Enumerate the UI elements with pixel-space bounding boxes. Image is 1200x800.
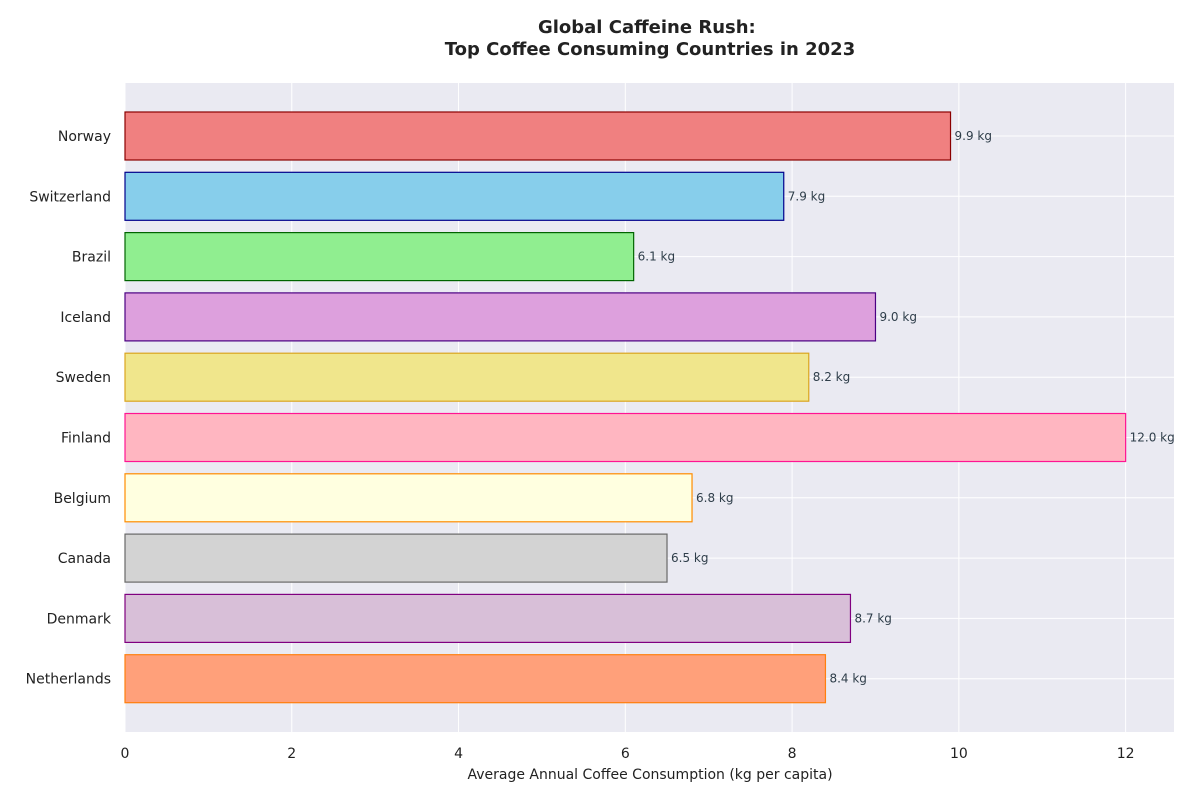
y-tick-label: Canada bbox=[58, 551, 111, 567]
bar-iceland bbox=[124, 292, 877, 342]
data-labels: 9.9 kg 7.9 kg 6.1 kg 9.0 kg 8.2 kg 12.0 kg 6.8… bbox=[638, 129, 1175, 686]
y-tick-label: Switzerland bbox=[29, 189, 111, 205]
y-tick-label: Denmark bbox=[47, 611, 112, 627]
data-label: 12.0 kg bbox=[1130, 431, 1175, 445]
x-tick-label: 4 bbox=[454, 746, 463, 762]
bar-norway bbox=[124, 111, 952, 161]
y-tick-label: Sweden bbox=[56, 370, 111, 386]
x-tick-label: 6 bbox=[621, 746, 630, 762]
data-label: 7.9 kg bbox=[788, 189, 825, 203]
y-axis-ticks: Norway Switzerland Brazil Iceland Sweden Finl… bbox=[26, 129, 112, 688]
bar-belgium bbox=[124, 473, 693, 523]
data-label: 6.1 kg bbox=[638, 250, 675, 264]
x-axis-ticks: 0 2 4 6 8 10 12 bbox=[121, 746, 1135, 762]
x-tick-label: 2 bbox=[287, 746, 296, 762]
y-tick-label: Iceland bbox=[60, 310, 111, 326]
y-tick-label: Finland bbox=[61, 431, 111, 447]
bar-finland bbox=[124, 412, 1127, 463]
data-label: 8.2 kg bbox=[813, 370, 850, 384]
x-tick-label: 12 bbox=[1117, 746, 1135, 762]
bars bbox=[124, 111, 1127, 704]
data-label: 8.4 kg bbox=[829, 672, 866, 686]
y-tick-label: Netherlands bbox=[26, 672, 111, 688]
data-label: 6.8 kg bbox=[696, 491, 733, 505]
x-tick-label: 0 bbox=[121, 746, 130, 762]
chart-title: Global Caffeine Rush: Top Coffee Consumi… bbox=[445, 17, 855, 60]
data-label: 6.5 kg bbox=[671, 551, 708, 565]
y-tick-label: Brazil bbox=[72, 250, 111, 266]
chart-title-line-1: Global Caffeine Rush: bbox=[538, 17, 756, 38]
bar-netherlands bbox=[124, 654, 827, 704]
data-label: 9.9 kg bbox=[955, 129, 992, 143]
bar-sweden bbox=[124, 352, 810, 402]
bar-switzerland bbox=[124, 171, 785, 221]
bar-brazil bbox=[124, 232, 635, 282]
bar-denmark bbox=[124, 593, 852, 644]
data-label: 8.7 kg bbox=[854, 611, 891, 625]
y-tick-label: Belgium bbox=[54, 491, 111, 507]
x-tick-label: 8 bbox=[788, 746, 797, 762]
y-tick-label: Norway bbox=[58, 129, 111, 145]
chart-title-line-2: Top Coffee Consuming Countries in 2023 bbox=[445, 39, 855, 60]
data-label: 9.0 kg bbox=[879, 310, 916, 324]
bar-canada bbox=[124, 533, 668, 583]
x-tick-label: 10 bbox=[950, 746, 968, 762]
x-axis-label: Average Annual Coffee Consumption (kg pe… bbox=[467, 767, 832, 783]
